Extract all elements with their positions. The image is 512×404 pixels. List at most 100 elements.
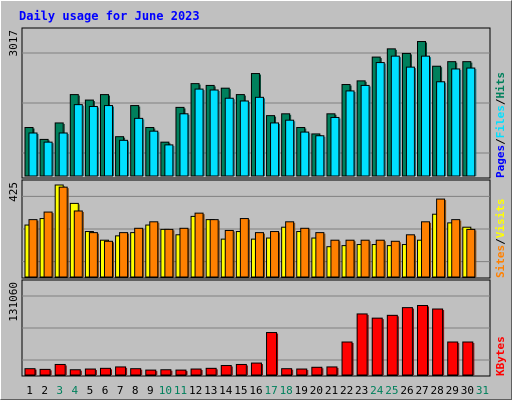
files-bar xyxy=(300,131,310,177)
kbytes-bar xyxy=(447,341,459,376)
sites-bar xyxy=(119,232,129,278)
kbytes-bar xyxy=(266,332,278,376)
legend-files: Files xyxy=(494,105,507,138)
sites-bar xyxy=(164,228,174,278)
files-bar xyxy=(285,119,295,177)
files-bar xyxy=(436,81,446,177)
x-tick-label: 11 xyxy=(174,384,187,397)
kbytes-bar xyxy=(462,341,474,376)
kbytes-bar xyxy=(356,313,368,376)
files-bar xyxy=(270,122,280,177)
files-bar xyxy=(209,89,219,177)
sites-bar xyxy=(300,227,310,278)
x-tick-label: 7 xyxy=(117,384,124,397)
x-tick-label: 8 xyxy=(132,384,139,397)
sites-bar xyxy=(224,229,234,278)
files-bar xyxy=(43,141,53,177)
kbytes-bar xyxy=(54,363,66,376)
files-bar xyxy=(179,113,189,177)
x-tick-label: 19 xyxy=(295,384,308,397)
sites-bar xyxy=(270,231,280,278)
kbytes-bar xyxy=(341,341,353,376)
kbytes-bar xyxy=(69,369,81,376)
sites-bar xyxy=(239,218,249,278)
kbytes-bar xyxy=(417,305,429,376)
sites-bar xyxy=(345,239,355,278)
legend-sites: Sites xyxy=(494,245,507,278)
files-bar xyxy=(194,88,204,177)
x-tick-label: 20 xyxy=(310,384,323,397)
sites-bar xyxy=(209,219,219,278)
sites-bar xyxy=(149,221,159,278)
kbytes-bar xyxy=(311,366,323,376)
sites-bar xyxy=(436,198,446,278)
panel-hits-files-pages: 3017 xyxy=(7,27,491,179)
legend-separator: / xyxy=(494,98,507,105)
sites-bar xyxy=(315,232,325,278)
x-tick-label: 10 xyxy=(159,384,172,397)
kbytes-bar xyxy=(250,362,262,376)
sites-bar xyxy=(330,239,340,278)
sites-bar xyxy=(285,221,295,278)
kbytes-bar xyxy=(235,363,247,376)
sites-bar xyxy=(194,212,204,278)
files-bar xyxy=(421,55,431,177)
kbytes-bar xyxy=(326,366,338,376)
x-axis-labels: 1 2 3 4 5 6 7 8 9 10 11 12 13 14 15 16 17 18 19 20 21 22 23 24 2… xyxy=(26,384,489,397)
files-bar xyxy=(73,104,83,177)
kbytes-bar xyxy=(220,365,232,376)
files-bar xyxy=(405,66,415,177)
sites-bar xyxy=(58,186,68,278)
sites-bar xyxy=(73,210,83,278)
legend-text: Sites/Visits xyxy=(494,199,507,279)
x-tick-label: 25 xyxy=(385,384,398,397)
x-tick-label: 15 xyxy=(234,384,247,397)
kbytes-bar xyxy=(175,369,187,376)
x-tick-label: 2 xyxy=(41,384,48,397)
sites-bar xyxy=(103,240,113,278)
legend-visits: Visits xyxy=(494,199,507,239)
kbytes-bar xyxy=(115,366,127,376)
sites-bar xyxy=(451,219,461,278)
kbytes-bar xyxy=(99,367,111,376)
legend-text: KBytes xyxy=(494,336,507,376)
x-tick-label: 6 xyxy=(102,384,109,397)
sites-bar xyxy=(88,232,98,278)
kbytes-bar xyxy=(205,367,217,376)
x-tick-label: 16 xyxy=(249,384,262,397)
sites-bar xyxy=(43,211,53,278)
y-max-label: 131060 xyxy=(7,282,20,322)
x-tick-label: 13 xyxy=(204,384,217,397)
kbytes-bar xyxy=(130,368,142,376)
x-tick-label: 18 xyxy=(280,384,293,397)
files-bar xyxy=(315,135,325,177)
y-max-label: 425 xyxy=(7,182,20,202)
kbytes-bar xyxy=(190,368,202,376)
sites-bar xyxy=(360,239,370,278)
sites-bar xyxy=(466,228,476,278)
sites-bar xyxy=(405,234,415,278)
files-bar xyxy=(224,97,234,177)
x-tick-label: 21 xyxy=(325,384,338,397)
kbytes-bar xyxy=(432,308,444,376)
files-bar xyxy=(466,67,476,177)
panel-visits-sites: 425 xyxy=(7,179,491,279)
files-bar xyxy=(239,100,249,177)
x-tick-label: 31 xyxy=(476,384,489,397)
y-max-label: 3017 xyxy=(7,30,20,57)
legend-hits: Hits xyxy=(494,72,507,99)
x-tick-label: 29 xyxy=(446,384,459,397)
files-bar xyxy=(254,96,264,177)
files-bar xyxy=(390,55,400,177)
sites-bar xyxy=(390,240,400,278)
files-bar xyxy=(164,144,174,177)
files-bar xyxy=(360,84,370,177)
kbytes-bar xyxy=(160,369,172,376)
panel-kbytes: 131060 xyxy=(7,279,491,377)
x-tick-label: 30 xyxy=(461,384,474,397)
x-tick-label: 14 xyxy=(219,384,233,397)
kbytes-bar xyxy=(371,317,383,376)
sites-bar xyxy=(375,239,385,278)
